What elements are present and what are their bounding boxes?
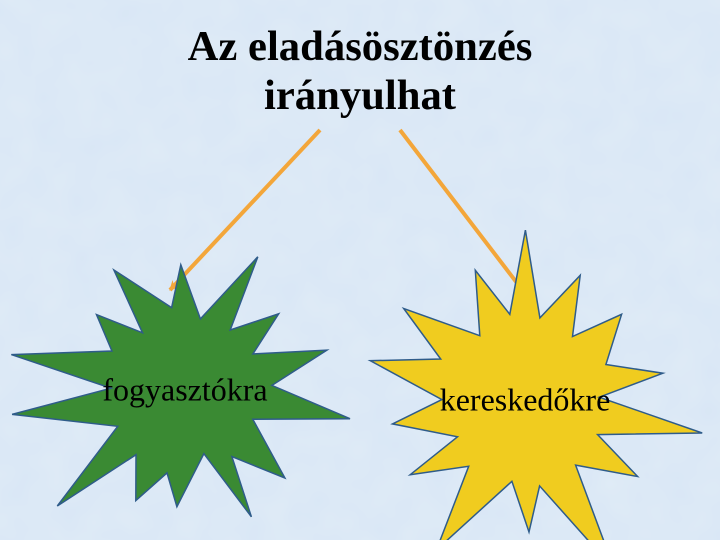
burst-right-label: kereskedőkre	[440, 382, 611, 419]
bursts-layer	[0, 0, 720, 540]
burst-left-label: fogyasztókra	[102, 372, 267, 409]
